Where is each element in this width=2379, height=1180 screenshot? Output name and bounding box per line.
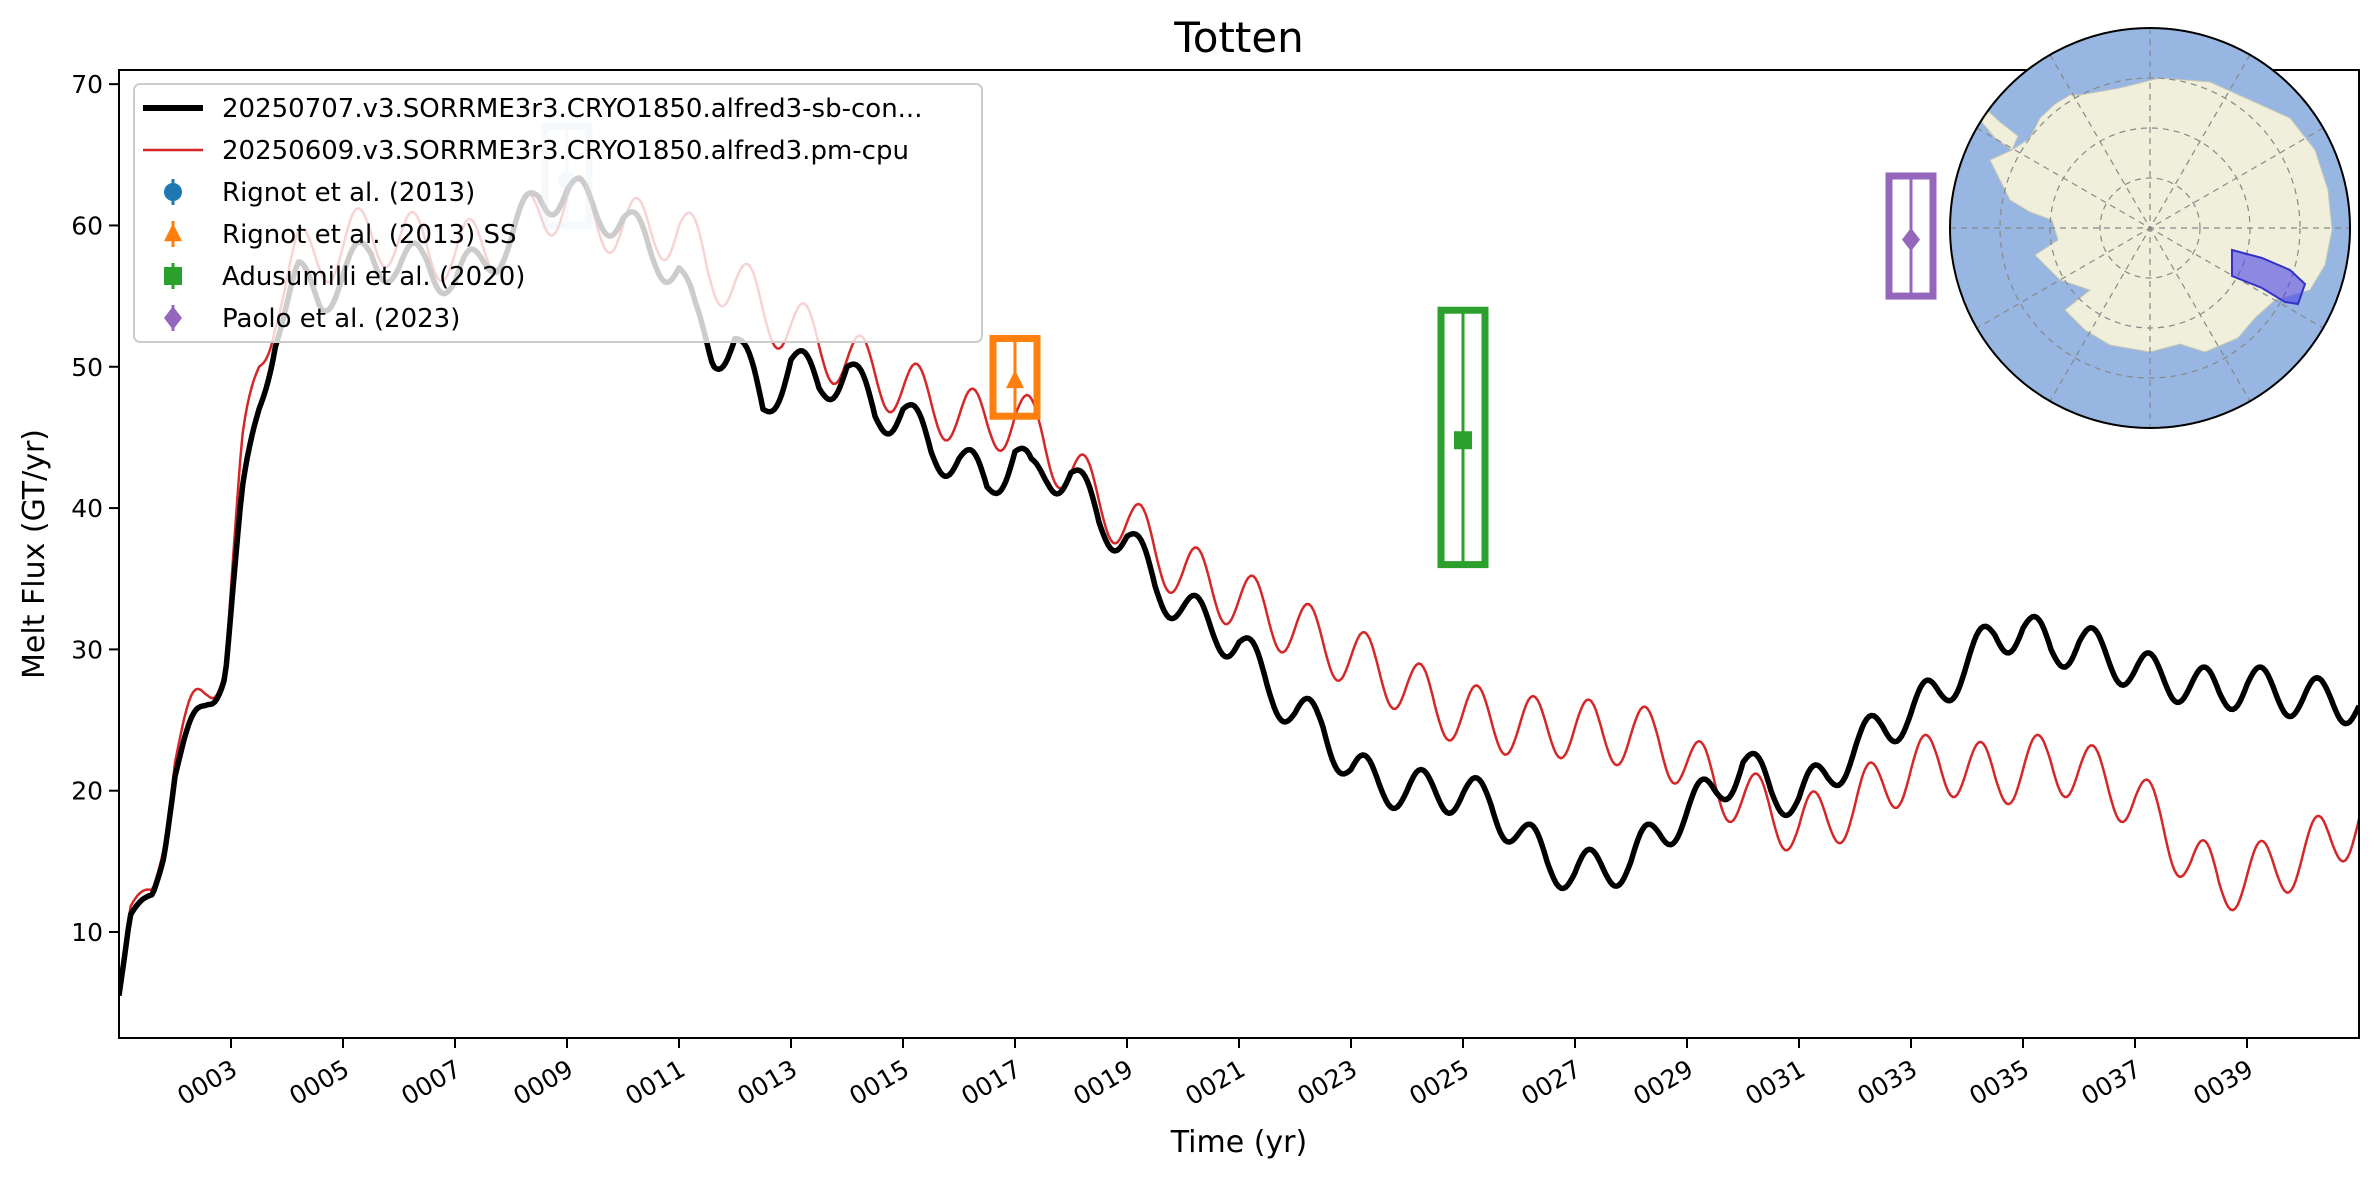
x-tick-label: 0039: [2188, 1054, 2258, 1111]
x-tick-label: 0021: [1180, 1054, 1250, 1111]
x-tick-label: 0007: [396, 1054, 466, 1111]
y-tick-label: 70: [71, 70, 103, 99]
y-tick-label: 60: [71, 211, 103, 240]
x-tick-label: 0005: [284, 1054, 354, 1111]
x-tick-label: 0025: [1404, 1054, 1474, 1111]
x-tick-label: 0003: [172, 1054, 242, 1111]
legend-label: Rignot et al. (2013): [222, 178, 475, 208]
map-border: [1949, 27, 2351, 429]
legend-box: [133, 83, 983, 343]
legend-label: 20250707.v3.SORRME3r3.CRYO1850.alfred3-s…: [222, 94, 922, 124]
x-tick-label: 0023: [1292, 1054, 1362, 1111]
legend-marker-swatch: [164, 183, 182, 201]
legend-item: Rignot et al. (2013): [164, 178, 475, 208]
x-tick-label: 0019: [1068, 1054, 1138, 1111]
observation-2: [989, 334, 1041, 420]
y-axis: 10 20 30 40 50 60 70: [71, 70, 119, 947]
legend-item: 20250707.v3.SORRME3r3.CRYO1850.alfred3-s…: [143, 94, 922, 124]
legend-item: Adusumilli et al. (2020): [164, 262, 525, 292]
legend-label: Paolo et al. (2023): [222, 304, 460, 334]
x-axis: 0003 0005 0007 0009 0011 0013 0015 0017 0019 0021…: [172, 1038, 2258, 1111]
y-tick-label: 10: [71, 918, 103, 947]
legend-item: 20250609.v3.SORRME3r3.CRYO1850.alfred3.p…: [143, 136, 909, 166]
legend-marker-swatch: [164, 306, 182, 330]
observation-marker: [1454, 431, 1472, 450]
y-tick-label: 50: [71, 353, 103, 382]
y-tick-label: 30: [71, 635, 103, 664]
map-graticule: [1950, 28, 2350, 428]
legend-label: Adusumilli et al. (2020): [222, 262, 525, 292]
observation-4: [1885, 172, 1937, 300]
x-tick-label: 0035: [1964, 1054, 2034, 1111]
x-tick-label: 0009: [508, 1054, 578, 1111]
x-tick-label: 0013: [732, 1054, 802, 1111]
x-tick-label: 0029: [1628, 1054, 1698, 1111]
observation-3: [1437, 306, 1489, 569]
x-tick-label: 0027: [1516, 1054, 1586, 1111]
legend-item: Paolo et al. (2023): [164, 304, 460, 334]
observation-marker: [1902, 227, 1920, 252]
legend-marker-swatch: [164, 223, 182, 242]
y-axis-label: Melt Flux (GT/yr): [17, 429, 52, 679]
x-tick-label: 0011: [620, 1054, 690, 1111]
totten-region-highlight: [2231, 248, 2307, 306]
x-tick-label: 0037: [2076, 1054, 2146, 1111]
x-tick-label: 0017: [956, 1054, 1026, 1111]
legend-marker-swatch: [164, 267, 182, 285]
x-tick-label: 0033: [1852, 1054, 1922, 1111]
antarctica-inset-map: [1949, 27, 2351, 429]
x-axis-label: Time (yr): [1170, 1125, 1307, 1160]
chart-title: Totten: [1173, 13, 1304, 62]
y-tick-label: 20: [71, 777, 103, 806]
legend: 20250707.v3.SORRME3r3.CRYO1850.alfred3-s…: [133, 83, 983, 343]
legend-label: Rignot et al. (2013) SS: [222, 220, 517, 250]
x-tick-label: 0031: [1740, 1054, 1810, 1111]
observation-marker: [1006, 370, 1024, 389]
x-tick-label: 0015: [844, 1054, 914, 1111]
legend-label: 20250609.v3.SORRME3r3.CRYO1850.alfred3.p…: [222, 136, 909, 166]
y-tick-label: 40: [71, 494, 103, 523]
legend-item: Rignot et al. (2013) SS: [164, 220, 517, 250]
